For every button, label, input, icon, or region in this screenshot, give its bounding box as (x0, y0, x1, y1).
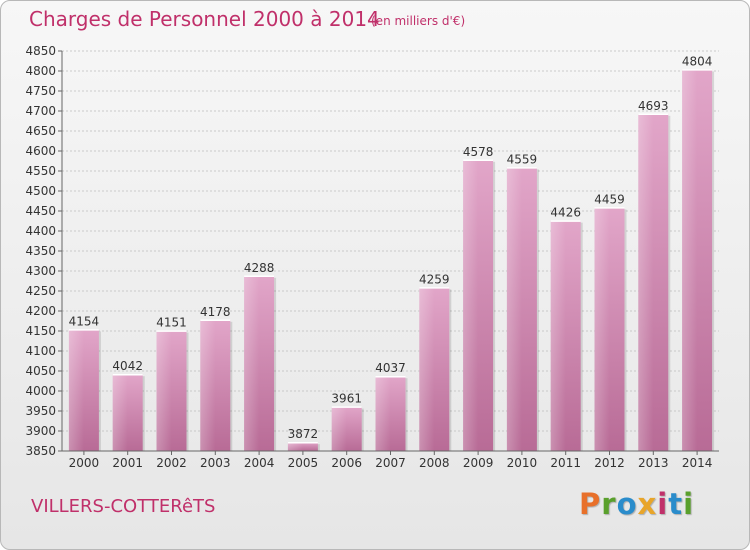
x-tick-label: 2013 (638, 456, 669, 470)
bar-highlight (594, 207, 610, 451)
bars (68, 69, 715, 452)
y-tick-label: 4300 (25, 264, 56, 278)
logo-letter: P (579, 487, 602, 521)
logo-letter: o (616, 487, 638, 521)
y-tick-label: 4500 (25, 184, 56, 198)
chart-subtitle: (en milliers d'€) (371, 14, 466, 28)
y-tick-label: 4600 (25, 144, 56, 158)
logo-letter: r (601, 487, 617, 521)
proxiti-logo: Proxiti (579, 487, 694, 521)
x-tick-label: 2008 (419, 456, 450, 470)
chart-title: Charges de Personnel 2000 à 2014 (29, 7, 380, 31)
data-label: 4259 (419, 272, 450, 286)
y-tick-label: 4800 (25, 64, 56, 78)
bar-highlight (375, 376, 391, 451)
x-tick-label: 2010 (507, 456, 538, 470)
data-label: 4578 (463, 145, 494, 159)
y-tick-label: 3950 (25, 404, 56, 418)
bar-highlight (463, 159, 479, 452)
y-tick-label: 4250 (25, 284, 56, 298)
bar-highlight (682, 69, 698, 452)
y-tick-label: 4200 (25, 304, 56, 318)
bar-highlight (331, 406, 347, 451)
logo-letter: t (668, 487, 684, 521)
data-label: 4154 (69, 314, 100, 328)
data-label: 3872 (288, 427, 319, 441)
x-tick-label: 2006 (331, 456, 362, 470)
y-tick-label: 4700 (25, 104, 56, 118)
bar-highlight (419, 287, 435, 451)
bar-highlight (112, 374, 128, 451)
x-tick-label: 2001 (112, 456, 143, 470)
y-tick-label: 4550 (25, 164, 56, 178)
data-label: 4426 (550, 206, 581, 220)
bar-highlight (287, 442, 303, 451)
x-tick-label: 2007 (375, 456, 406, 470)
x-tick-label: 2002 (156, 456, 187, 470)
y-tick-label: 4050 (25, 364, 56, 378)
x-tick-label: 2000 (69, 456, 100, 470)
y-tick-label: 4750 (25, 84, 56, 98)
data-label: 4037 (375, 361, 406, 375)
bar-highlight (156, 330, 172, 451)
x-tick-label: 2004 (244, 456, 275, 470)
data-label: 4559 (507, 152, 538, 166)
x-axis-ticks: 2000 2001 2002 2003 2004 2005 2006 2007 2008 2009… (69, 451, 713, 470)
axes (61, 51, 719, 452)
y-tick-label: 4650 (25, 124, 56, 138)
bar-highlight (506, 167, 522, 451)
data-label: 4804 (682, 54, 713, 68)
data-label: 4178 (200, 305, 231, 319)
data-label: 4459 (594, 192, 625, 206)
logo-letter: i (657, 487, 669, 521)
y-tick-label: 3850 (25, 444, 56, 458)
y-tick-label: 3900 (25, 424, 56, 438)
y-tick-label: 4400 (25, 224, 56, 238)
data-label: 3961 (331, 392, 362, 406)
x-tick-label: 2009 (463, 456, 494, 470)
logo-letter: i (683, 487, 695, 521)
bar-highlight (244, 275, 260, 451)
bar-highlight (68, 329, 84, 451)
y-axis-ticks: 3850 3900 3950 4000 4050 4100 4150 4200 4250 4300… (25, 44, 62, 458)
data-label: 4042 (112, 359, 143, 373)
x-tick-label: 2011 (550, 456, 581, 470)
y-tick-label: 4000 (25, 384, 56, 398)
bar-highlight (550, 220, 566, 451)
data-label: 4151 (156, 316, 187, 330)
x-tick-label: 2005 (288, 456, 319, 470)
y-tick-label: 4150 (25, 324, 56, 338)
data-label: 4288 (244, 261, 275, 275)
x-tick-label: 2003 (200, 456, 231, 470)
y-tick-label: 4350 (25, 244, 56, 258)
y-tick-label: 4850 (25, 44, 56, 58)
data-labels: 4154 4042 4151 4178 4288 3872 3961 4037 4259 4578… (69, 54, 713, 441)
bar-highlight (200, 319, 216, 451)
data-label: 4693 (638, 99, 669, 113)
y-tick-label: 4100 (25, 344, 56, 358)
logo-letter: x (637, 487, 658, 521)
place-name: VILLERS-COTTERêTS (31, 496, 216, 517)
x-tick-label: 2014 (682, 456, 713, 470)
y-tick-label: 4450 (25, 204, 56, 218)
bar-highlight (638, 113, 654, 452)
x-tick-label: 2012 (594, 456, 625, 470)
